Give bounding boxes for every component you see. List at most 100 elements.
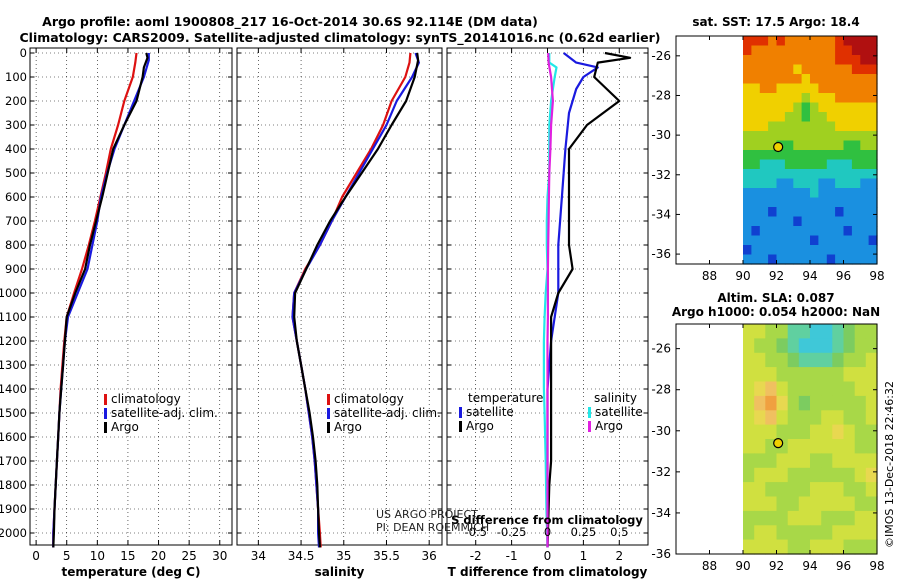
temperature-legend-label: climatology (111, 392, 181, 406)
sla_map-profile-marker (773, 438, 784, 449)
sla_map-cell (798, 410, 811, 426)
sst_map-cell (860, 235, 870, 246)
sst_map-cell (768, 93, 778, 104)
sla_map-cell (832, 367, 845, 383)
sst_map-cell (751, 254, 761, 265)
sst_map-cell (835, 197, 845, 208)
temperature-x-tick-label: 25 (182, 549, 197, 563)
difference-x-tick-label: -1 (506, 549, 518, 563)
sst_map-cell (784, 245, 794, 256)
sst_map-cell (843, 93, 853, 104)
sst_map-cell (784, 207, 794, 218)
difference-xlabel: T difference from climatology (448, 565, 648, 579)
sst_map-cell (826, 121, 836, 132)
temperature-x-tick-label: 20 (151, 549, 166, 563)
sst_map-cell (793, 64, 803, 75)
sla_map-cell (776, 525, 789, 541)
sla_map-cell (743, 424, 755, 440)
salinity-x-tick-label: 34.5 (288, 549, 315, 563)
temperature-frame (29, 47, 233, 546)
sst_map-cell (801, 74, 811, 85)
sla_map-cell (754, 395, 766, 411)
sla_map-cell (754, 367, 766, 383)
sst_map-cell (868, 207, 878, 218)
sla_map-cell (865, 352, 878, 368)
sla_map-cell (810, 410, 822, 426)
sla_map-cell (810, 367, 822, 383)
sst_map-cell (751, 74, 761, 85)
sst_map-cell (851, 178, 861, 189)
difference-s-tick-label: -0.25 (497, 525, 527, 539)
salinity-frame (236, 47, 443, 546)
sst_map-cell (743, 216, 752, 227)
sst_map-cell (801, 112, 811, 123)
temperature-legend-label: Argo (111, 420, 139, 434)
sst_map-cell (860, 159, 870, 170)
depth-tick-label: 800 (5, 238, 27, 252)
sst_map-cell (793, 197, 803, 208)
sla_map-y-tick-label: -36 (651, 547, 671, 561)
sla_map-cell (843, 496, 856, 512)
depth-tick-label: 1100 (0, 310, 27, 324)
sst_map-cell (743, 140, 752, 151)
sla_map-cell (776, 324, 789, 339)
sla_map-cell (821, 482, 833, 498)
sst_map-cell (793, 93, 803, 104)
sst_map-cell (759, 226, 769, 237)
sst_map-cell (743, 64, 752, 75)
sla_map-cell (765, 424, 778, 440)
sst_map-cell (851, 150, 861, 161)
sla_map-cell (821, 439, 833, 454)
sst_map-cell (835, 64, 845, 75)
sst_map-cell (826, 254, 836, 265)
sst_map-cell (835, 112, 845, 123)
temperature-legend-swatch (104, 408, 107, 419)
sst_map-cell (860, 216, 870, 227)
sla_map-cell (843, 410, 856, 426)
sla_map-cell (776, 496, 789, 512)
sst_map-cell (835, 121, 845, 132)
sst_map-cell (835, 159, 845, 170)
sst_map-cell (868, 169, 878, 180)
sst_map-cell (751, 131, 761, 142)
depth-tick-label: 900 (5, 262, 27, 276)
sla_map-cell (765, 395, 778, 411)
sst_map-cell (768, 150, 778, 161)
panel-difference: -2 -1 0 1 2 T difference from climatology -0.5… (446, 47, 649, 579)
depth-tick-label: 1800 (0, 478, 27, 492)
sst_map-cell (851, 245, 861, 256)
sst_map-cell (810, 36, 819, 47)
sst_map-cell (759, 45, 769, 56)
imos-stamp: ©IMOS 13-Dec-2018 22:46:32 (883, 381, 896, 548)
sst_map-cell (768, 235, 778, 246)
sst_map-cell (784, 93, 794, 104)
sst_map-cell (793, 150, 803, 161)
depth-tick-label: 400 (5, 142, 27, 156)
sla_map-cell (787, 482, 800, 498)
sst_map-cell (810, 121, 819, 132)
sla_map-cell (832, 439, 845, 454)
sst_map-cell (776, 93, 786, 104)
sst_map-cell (759, 245, 769, 256)
sla_map-cell (798, 510, 811, 526)
sst_map-cell (759, 74, 769, 85)
sst_map-cell (776, 102, 786, 113)
sst_map-cell (801, 245, 811, 256)
sst_map-cell (784, 131, 794, 142)
sla_map-cell (854, 539, 867, 555)
sla_map-cell (832, 324, 845, 339)
sst_map-cell (860, 169, 870, 180)
sla_map-cell (810, 496, 822, 512)
sst_map-cell (835, 216, 845, 227)
sst_map-cell (826, 93, 836, 104)
sst_map-y-tick-label: -30 (651, 128, 671, 142)
sst_map-cell (801, 121, 811, 132)
sla_map-cell (865, 395, 878, 411)
sst_map-cell (776, 216, 786, 227)
sst_map-cell (818, 235, 828, 246)
sst_map-cell (801, 93, 811, 104)
sla_map-cell (843, 424, 856, 440)
difference-legend-salinity-title: salinity (594, 391, 637, 405)
depth-tick-label: 1900 (0, 502, 27, 516)
sst_map-cell (835, 245, 845, 256)
